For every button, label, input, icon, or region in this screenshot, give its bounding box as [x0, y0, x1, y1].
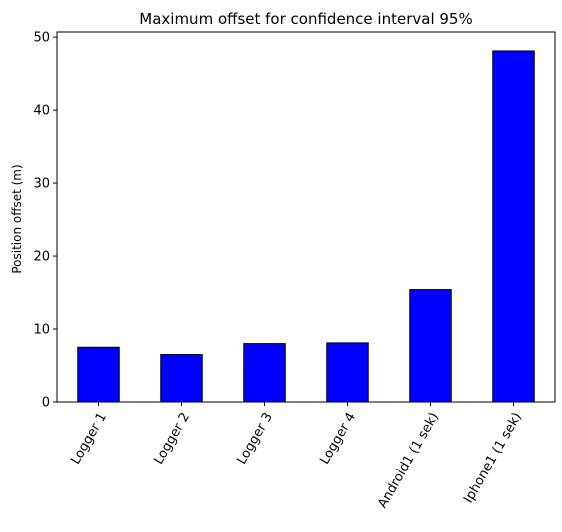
- bar: [243, 343, 286, 403]
- y-axis-label: Position offset (m): [10, 164, 24, 273]
- bars-layer: [77, 50, 535, 403]
- x-tick-label: Iphone1 (1 sek): [461, 410, 525, 506]
- x-tick-label: Logger 3: [234, 410, 276, 467]
- bar: [492, 50, 535, 403]
- y-tick-label: 0: [42, 396, 50, 411]
- chart-title: Maximum offset for confidence interval 9…: [139, 10, 472, 28]
- y-tick-label: 30: [33, 177, 50, 192]
- bar: [326, 342, 369, 403]
- x-tick-label: Android1 (1 sek): [375, 410, 442, 511]
- bar: [160, 354, 203, 403]
- x-tick-label: Logger 1: [68, 410, 110, 467]
- x-tick-label: Logger 2: [151, 410, 193, 467]
- plot-frame: [56, 31, 556, 403]
- y-tick-label: 50: [33, 31, 50, 46]
- y-tick-label: 40: [33, 104, 50, 119]
- y-axis: 0 10 20 30 40 50: [33, 31, 57, 411]
- y-tick-label: 20: [33, 250, 50, 265]
- y-tick-label: 10: [33, 323, 50, 338]
- x-tick-label: Logger 4: [317, 410, 359, 467]
- x-axis: Logger 1 Logger 2 Logger 3 Logger 4 Android1…: [68, 402, 525, 511]
- bar: [409, 289, 452, 403]
- bar: [77, 346, 120, 403]
